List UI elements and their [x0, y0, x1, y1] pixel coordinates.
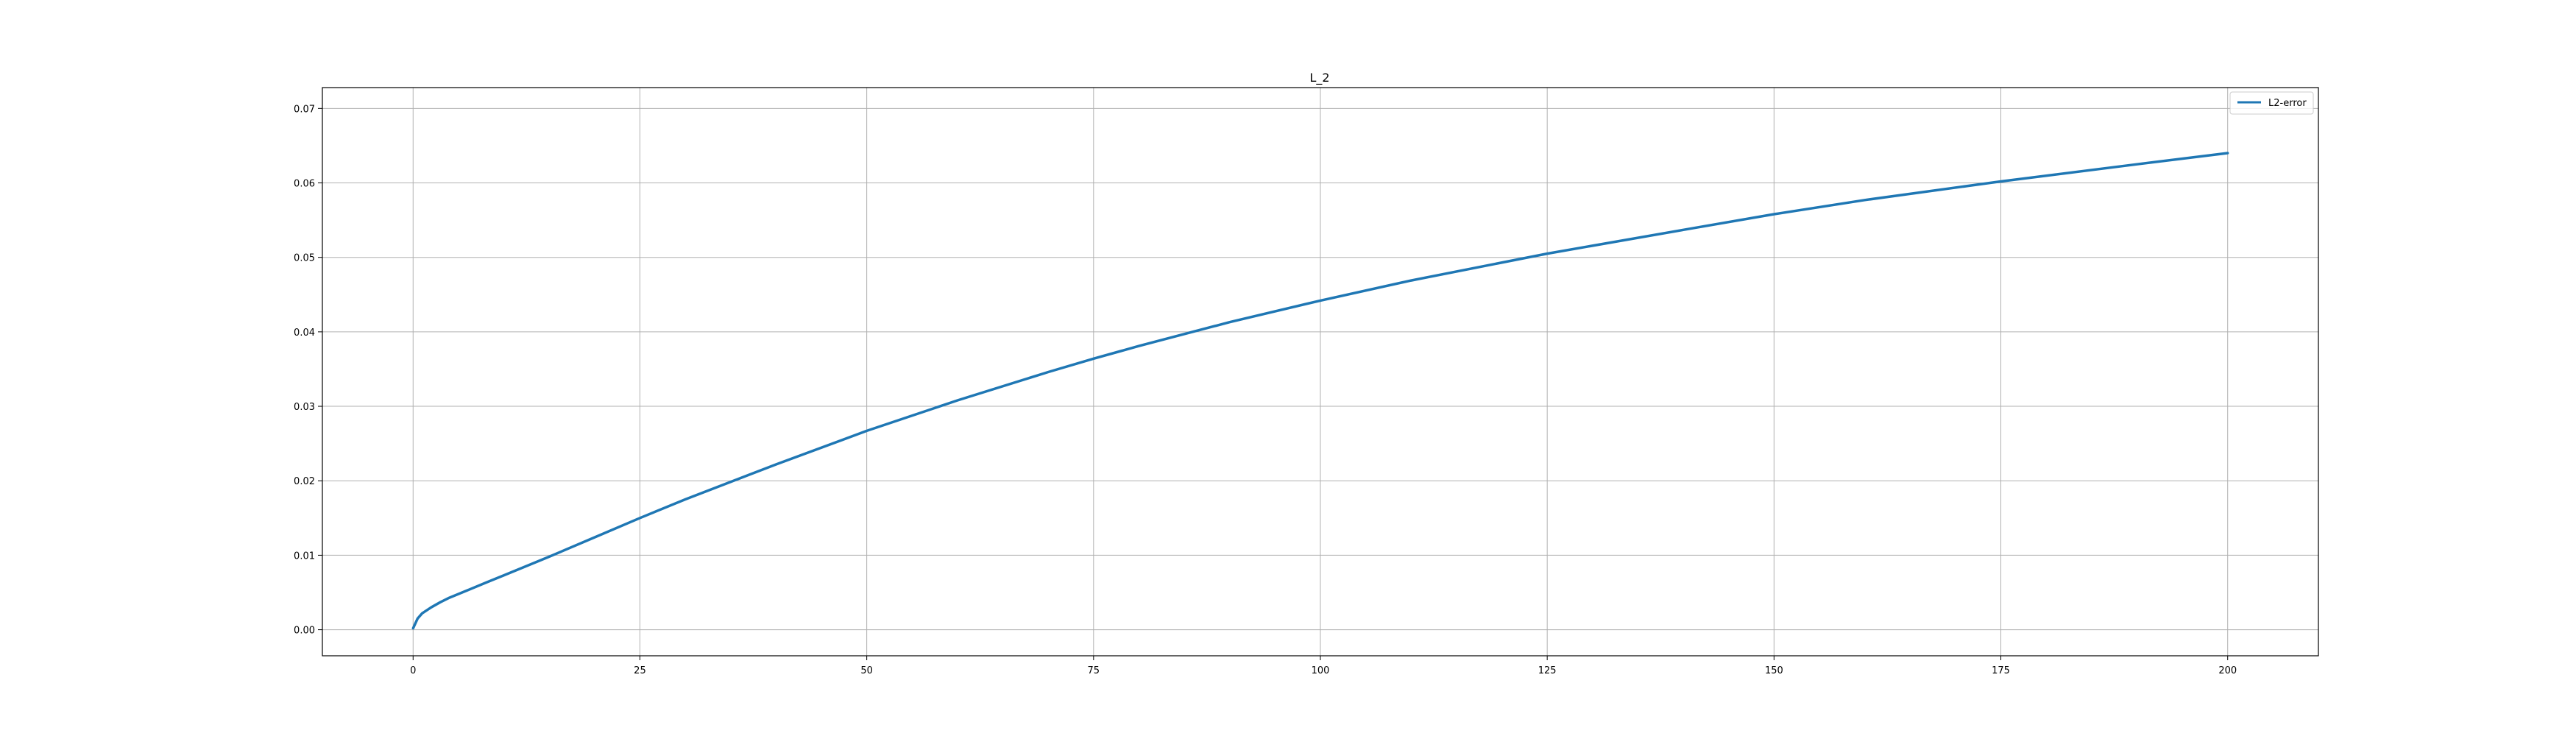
y-tick-label: 0.03	[294, 402, 315, 413]
y-tick-label: 0.01	[294, 551, 315, 562]
x-tick-label: 75	[1088, 665, 1100, 676]
y-tick-label: 0.00	[294, 626, 315, 637]
series-layer	[411, 152, 2229, 630]
y-tick-label: 0.04	[294, 328, 315, 339]
x-tick-label: 100	[1312, 665, 1330, 676]
x-tick-label: 150	[1765, 665, 1783, 676]
chart-title: L_2	[1309, 71, 1329, 85]
x-tick-label: 125	[1538, 665, 1557, 676]
x-tick-label: 50	[860, 665, 873, 676]
legend-label: L2-error	[2268, 98, 2307, 109]
x-tick-label: 0	[410, 665, 416, 676]
y-tick-label: 0.02	[294, 476, 315, 487]
x-tick-label: 175	[1992, 665, 2010, 676]
y-tick-label: 0.05	[294, 253, 315, 264]
y-tick-label: 0.06	[294, 179, 315, 190]
legend-box	[2229, 91, 2314, 115]
axis-ticks: 0 25 50 75 100 125 150 175 200 0.00 0.01 0.02 0.03 0.…	[294, 104, 2237, 676]
x-tick-label: 200	[2218, 665, 2237, 676]
legend: L2-error	[2229, 91, 2314, 115]
y-tick-label: 0.07	[294, 104, 315, 115]
grid-lines	[322, 88, 2318, 656]
series-line-l2-error	[411, 152, 2229, 630]
x-tick-label: 25	[634, 665, 646, 676]
